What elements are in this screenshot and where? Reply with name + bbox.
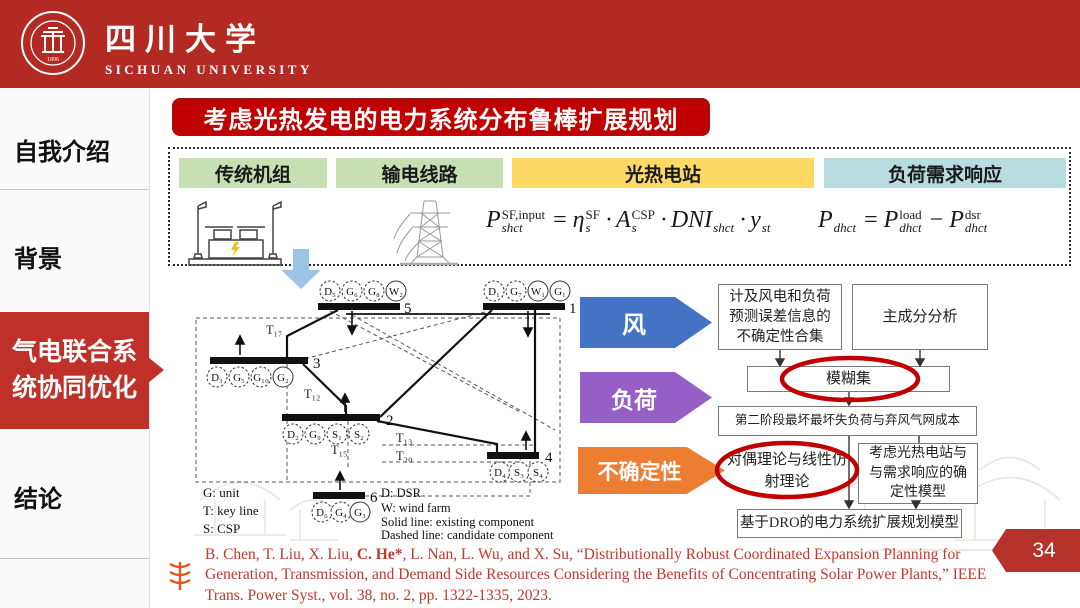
diagram-legend-g: G: unit <box>203 485 240 500</box>
unit-label: W₁ <box>531 286 545 298</box>
unit-label: G₈ <box>368 286 380 298</box>
unit-label: D₅ <box>324 286 336 298</box>
flow-box-dro-model: 基于DRO的电力系统扩展规划模型 <box>737 509 962 538</box>
line-label: T₂₀ <box>396 449 412 463</box>
slide-title: 考虑光热发电的电力系统分布鲁棒扩展规划 <box>172 98 710 136</box>
line-label: T₁₇ <box>266 323 282 337</box>
university-wordmark: 四川大学 SICHUAN UNIVERSITY <box>105 14 313 78</box>
sichuan-univ-mark-icon <box>169 562 191 590</box>
flow-box-uncertainty-set: 计及风电和负荷预测误差信息的不确定性合集 <box>718 284 842 350</box>
diagram-legend-t: T: key line <box>203 503 259 518</box>
flow-box-stage2-cost: 第二阶段最坏最坏失负荷与弃风气网成本 <box>718 406 977 436</box>
seal-year: 1896 <box>47 57 59 63</box>
unit-label: G₃ <box>354 507 366 519</box>
unit-label: G₄ <box>335 507 347 519</box>
citation-post: , L. Nan, L. Wu, and X. Su, “Distributio… <box>205 546 987 604</box>
legend-demand-response: 负荷需求响应 <box>824 158 1066 188</box>
legend-csp-plant: 光热电站 <box>512 158 814 188</box>
unit-label: G₇ <box>510 286 522 298</box>
flow-box-fuzzy-set: 模糊集 <box>747 366 950 392</box>
unit-label: D₂ <box>287 429 299 441</box>
unit-label: G₅ <box>233 372 245 384</box>
unit-label: D₄ <box>494 467 506 479</box>
unit-label: G₁₀ <box>253 372 269 384</box>
university-name-en: SICHUAN UNIVERSITY <box>105 62 313 77</box>
legend-transmission-lines: 输电线路 <box>336 158 503 188</box>
csp-formula: P SF,input shct = η SF s · A CSP s · DNI shct · y st <box>486 207 771 236</box>
unit-label: W₂ <box>389 286 403 298</box>
flow-box-deterministic-model: 考虑光热电站与与需求响应的确定性模型 <box>858 443 978 504</box>
sidebar-divider <box>0 189 149 190</box>
header-band: 1896 四川大学 SICHUAN UNIVERSITY <box>0 0 1080 88</box>
csp-plant-icon <box>188 200 282 266</box>
line-label: T₁₃ <box>396 431 412 445</box>
sidebar-item-background[interactable]: 背景 <box>14 246 62 273</box>
bus-label: 3 <box>313 356 321 372</box>
bus-label: 1 <box>569 301 577 317</box>
wind-arrow: 风 <box>580 297 712 348</box>
line-label: T₁₂ <box>304 387 320 401</box>
citation-pre: B. Chen, T. Liu, X. Liu, <box>205 546 357 563</box>
diagram-legend-dashed: Dashed line: candidate component <box>381 528 554 542</box>
load-arrow: 负荷 <box>580 372 712 423</box>
sidebar-item-self-intro[interactable]: 自我介绍 <box>14 139 110 166</box>
network-diagram: 5 1 3 2 4 6 <box>195 280 577 542</box>
model-components-panel: 传统机组 输电线路 光热电站 负荷需求响应 <box>168 147 1071 266</box>
lightning-icon <box>231 242 240 257</box>
diagram-legend-d: D: DSR <box>381 486 422 500</box>
sidebar: 自我介绍 背景 气电联合系统协同优化 结论 <box>0 88 164 608</box>
diagram-legend-w: W: wind farm <box>381 501 451 515</box>
transmission-tower-icon <box>393 200 458 266</box>
university-seal-icon: 1896 <box>21 11 85 75</box>
unit-label: D₃ <box>211 372 223 384</box>
bus-label: 4 <box>545 450 553 466</box>
unit-label: D₁ <box>488 286 500 298</box>
flow-box-pca: 主成分分析 <box>852 284 988 350</box>
bus-label: 6 <box>370 490 378 506</box>
unit-label: S₃ <box>514 467 524 479</box>
bus-label: 2 <box>386 413 394 429</box>
legend-conventional-units: 传统机组 <box>179 158 327 188</box>
diagram-legend-s: S: CSP <box>203 521 240 536</box>
unit-label: G₁ <box>554 286 566 298</box>
flow-text-dual-theory: 对偶理论与线性仿射理论 <box>726 451 847 491</box>
university-name-cn: 四川大学 <box>105 22 265 58</box>
unit-label: G₉ <box>309 429 321 441</box>
unit-label: S₁ <box>332 429 342 441</box>
uncertainty-arrow: 不确定性 <box>578 447 725 494</box>
unit-label: G₆ <box>346 286 358 298</box>
line-label: T₁₅ <box>331 443 347 457</box>
sidebar-divider <box>0 557 149 559</box>
sidebar-item-gas-electric-coordination[interactable]: 气电联合系统协同优化 <box>0 312 164 429</box>
unit-label: D₆ <box>316 507 328 519</box>
unit-label: G₂ <box>277 372 289 384</box>
page-number-ribbon: 34 <box>992 529 1080 572</box>
unit-label: S₄ <box>533 467 543 479</box>
citation: B. Chen, T. Liu, X. Liu, C. He*, L. Nan,… <box>205 545 997 606</box>
sidebar-item-conclusion[interactable]: 结论 <box>14 485 62 513</box>
bus-label: 5 <box>404 301 412 317</box>
citation-author-highlight: C. He* <box>356 546 403 563</box>
diagram-legend-solid: Solid line: existing component <box>381 515 535 529</box>
unit-label: S₂ <box>354 429 364 441</box>
